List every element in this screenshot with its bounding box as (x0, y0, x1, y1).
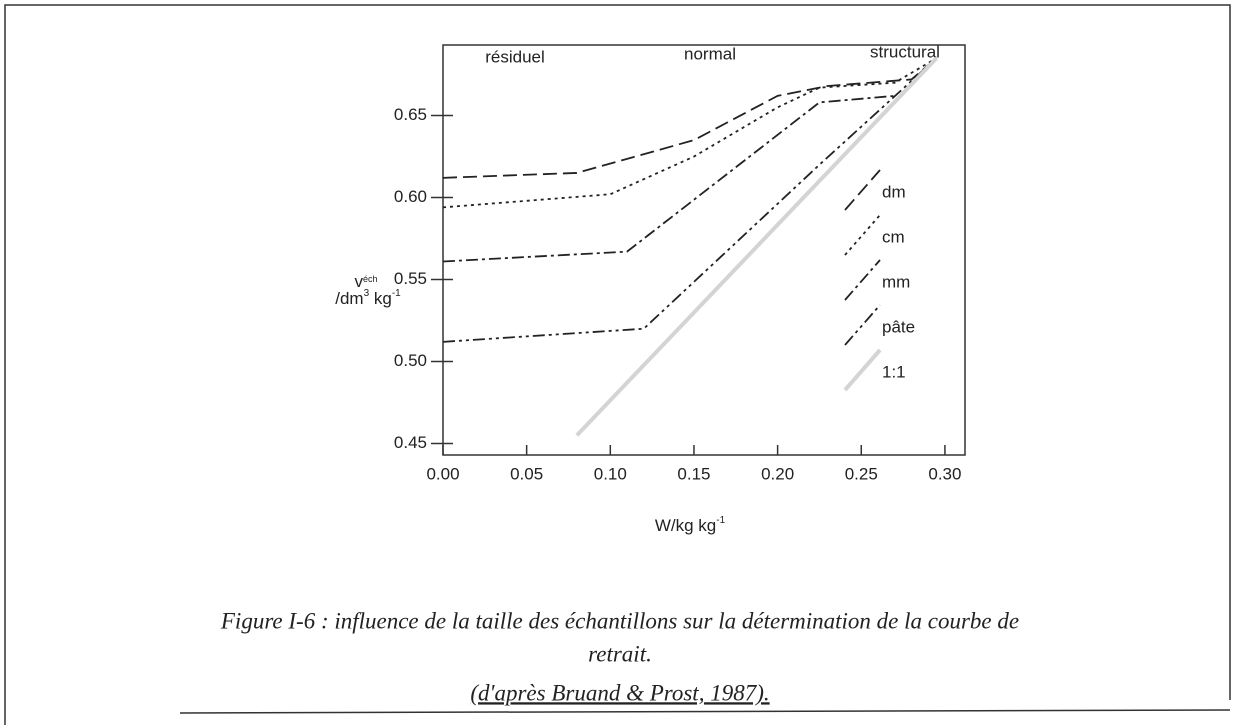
y-unit2: kg (369, 289, 392, 308)
series-line (442, 57, 938, 343)
plot-area (442, 44, 966, 456)
x-tick-label: 0.30 (928, 464, 961, 483)
x-tick-label: 0.10 (594, 464, 627, 483)
frame-bottom (179, 709, 1231, 714)
y-subscript: éch (363, 274, 378, 284)
legend-label: dm (882, 182, 906, 201)
series-line (442, 57, 938, 179)
y-tick-label: 0.50 (394, 351, 427, 370)
x-tick-label: 0.05 (510, 464, 543, 483)
y-tick-label: 0.45 (394, 433, 427, 452)
x-axis-label: W/kg kg-1 (655, 515, 726, 536)
y-tick-label: 0.55 (394, 269, 427, 288)
legend-label: cm (882, 227, 905, 246)
series-line (442, 57, 938, 209)
series-line (442, 94, 895, 263)
legend-swatch (844, 304, 881, 346)
caption-source: (d'après Bruand & Prost, 1987). (470, 680, 769, 705)
region-label: normal (684, 44, 736, 63)
legend-swatch (844, 169, 881, 211)
y-symbol: v (354, 272, 363, 291)
caption-line: Figure I-6 : influence de la taille des … (220, 608, 1019, 633)
frame (4, 4, 1231, 725)
y-unit-sup: 3 (364, 288, 370, 299)
legend-label: mm (882, 272, 910, 291)
y-unit: /dm (335, 289, 363, 308)
legend-swatch (843, 348, 882, 392)
x-label-sup: -1 (716, 515, 725, 526)
legend-swatch (844, 259, 881, 301)
x-label-text: W/kg kg (655, 516, 716, 535)
y-axis-label: véch (354, 272, 377, 291)
caption-line: retrait. (588, 641, 652, 666)
legend-label: pâte (882, 317, 915, 336)
x-tick-label: 0.15 (677, 464, 710, 483)
legend-swatch (844, 214, 881, 256)
x-tick-label: 0.25 (845, 464, 878, 483)
region-label: structural (870, 42, 940, 61)
y-tick-label: 0.60 (394, 187, 427, 206)
y-unit2-sup: -1 (392, 288, 401, 299)
legend-label: 1:1 (882, 362, 906, 381)
y-axis-unit: /dm3 kg-1 (335, 288, 401, 309)
region-label: résiduel (485, 47, 545, 66)
x-tick-label: 0.00 (426, 464, 459, 483)
x-tick-label: 0.20 (761, 464, 794, 483)
series-line (575, 56, 939, 437)
y-tick-label: 0.65 (394, 105, 427, 124)
